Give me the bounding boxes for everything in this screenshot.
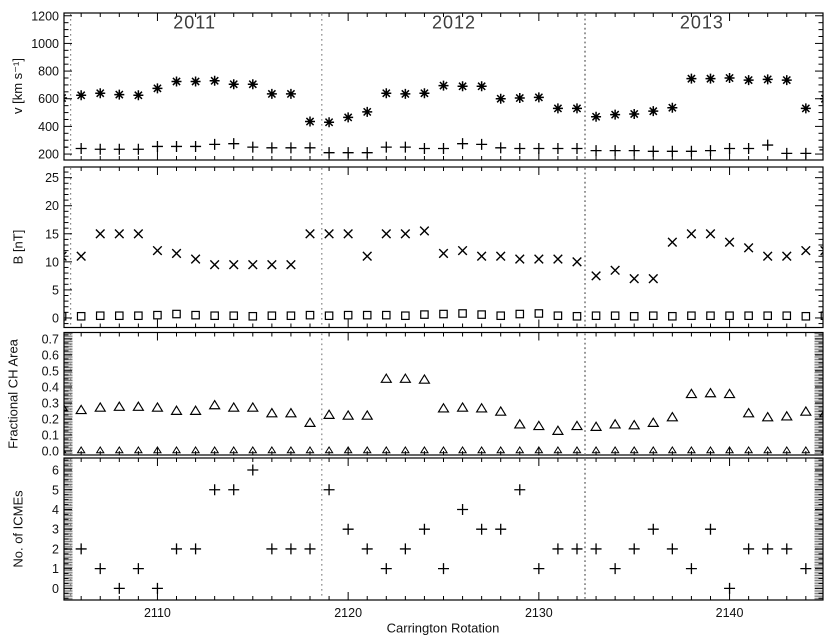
svg-text:0.6: 0.6 bbox=[42, 348, 59, 362]
svg-text:15: 15 bbox=[45, 227, 59, 241]
svg-text:2140: 2140 bbox=[716, 606, 744, 620]
triangle-zero-series bbox=[64, 446, 823, 454]
y-axis-label-icmes: No. of ICMEs bbox=[10, 490, 26, 568]
y-axis-label-magnetic-field: B [nT] bbox=[10, 229, 26, 265]
svg-text:25: 25 bbox=[45, 171, 59, 185]
svg-text:0.1: 0.1 bbox=[42, 428, 59, 442]
triangle-series bbox=[64, 373, 823, 435]
svg-text:0.0: 0.0 bbox=[42, 444, 59, 458]
svg-text:800: 800 bbox=[38, 65, 59, 79]
svg-text:10: 10 bbox=[45, 255, 59, 269]
svg-text:0.4: 0.4 bbox=[42, 380, 59, 394]
svg-text:2110: 2110 bbox=[144, 606, 171, 620]
svg-text:0: 0 bbox=[52, 311, 59, 325]
asterisk-series bbox=[64, 72, 823, 128]
x-axis-label: Carrington Rotation bbox=[386, 620, 500, 636]
svg-text:0.7: 0.7 bbox=[42, 332, 59, 346]
icme-plus-series bbox=[64, 464, 812, 594]
svg-text:4: 4 bbox=[52, 503, 59, 517]
cross-series bbox=[64, 226, 823, 284]
svg-text:200: 200 bbox=[38, 148, 59, 162]
svg-text:5: 5 bbox=[52, 483, 59, 497]
svg-text:0.3: 0.3 bbox=[42, 396, 59, 410]
svg-text:2130: 2130 bbox=[525, 606, 553, 620]
svg-text:2120: 2120 bbox=[334, 606, 362, 620]
svg-text:5: 5 bbox=[52, 283, 59, 297]
year-annotation-2013: 2013 bbox=[679, 12, 724, 33]
svg-text:1000: 1000 bbox=[31, 37, 59, 51]
svg-text:2: 2 bbox=[52, 542, 59, 556]
svg-text:400: 400 bbox=[38, 120, 59, 134]
svg-text:0: 0 bbox=[52, 582, 59, 596]
svg-text:3: 3 bbox=[52, 523, 59, 537]
svg-text:0.2: 0.2 bbox=[42, 412, 59, 426]
svg-text:600: 600 bbox=[38, 92, 59, 106]
year-annotation-2011: 2011 bbox=[173, 12, 216, 33]
square-series bbox=[64, 309, 823, 321]
y-axis-label-ch-area: Fractional CH Area bbox=[5, 339, 21, 449]
svg-text:6: 6 bbox=[52, 464, 59, 478]
plus-series bbox=[64, 138, 823, 159]
svg-text:0.5: 0.5 bbox=[42, 364, 59, 378]
y-axis-label-speed: v [km s⁻¹] bbox=[10, 58, 25, 114]
svg-text:20: 20 bbox=[45, 199, 59, 213]
year-annotation-2012: 2012 bbox=[431, 12, 477, 33]
svg-text:1200: 1200 bbox=[31, 9, 59, 23]
svg-text:1: 1 bbox=[52, 562, 59, 576]
